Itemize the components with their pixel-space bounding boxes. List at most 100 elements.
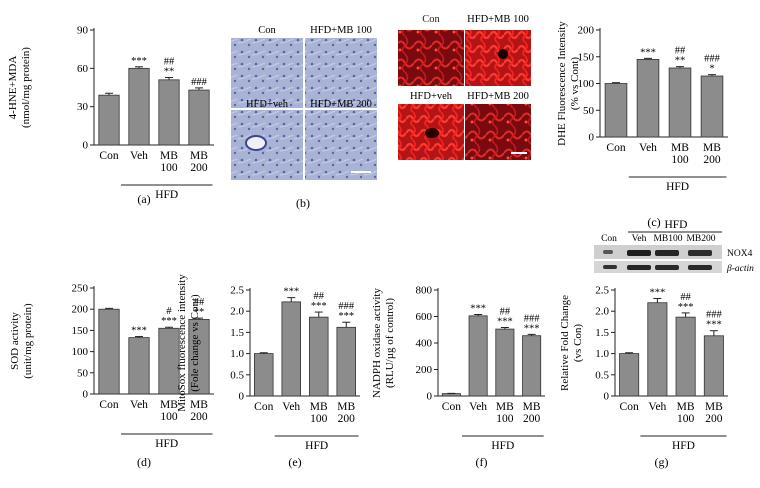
micrograph-hfd-mb100 bbox=[305, 38, 377, 108]
bar bbox=[281, 301, 301, 397]
blot-band bbox=[627, 250, 651, 256]
y-tick-label: 2.0 bbox=[595, 306, 609, 318]
bar bbox=[619, 353, 640, 397]
y-tick-label: 250 bbox=[72, 283, 89, 295]
y-tick-label: 100 bbox=[578, 78, 595, 90]
category-label: MB bbox=[160, 399, 178, 411]
significance-label: ## bbox=[680, 292, 691, 303]
group-label: HFD bbox=[666, 181, 689, 193]
y-tick-label: 0 bbox=[427, 391, 433, 403]
blot-band bbox=[603, 250, 613, 254]
y-tick-label: 1.5 bbox=[595, 327, 609, 339]
y-tick-label: 0 bbox=[589, 132, 595, 144]
blot-lane-mb100: MB100 bbox=[653, 234, 682, 244]
category-label: 200 bbox=[190, 162, 208, 174]
fluorescence-con bbox=[398, 30, 464, 86]
vessel-icon bbox=[425, 128, 439, 138]
significance-label: *** bbox=[678, 302, 694, 313]
y-tick-label: 0.5 bbox=[595, 369, 609, 381]
y-tick-label: 90 bbox=[77, 25, 89, 37]
bar-charts-layer: 0 30 60 90 4-HNE+MDA (nmol/mg protein) Con *** V… bbox=[7, 21, 728, 469]
significance-label: # bbox=[166, 306, 172, 317]
bar bbox=[336, 326, 356, 397]
blot-bands bbox=[603, 250, 712, 270]
significance-label: ** bbox=[675, 56, 686, 67]
y-tick-label: 50 bbox=[77, 367, 89, 379]
significance-label: ## bbox=[500, 306, 511, 317]
significance-label: ## bbox=[314, 291, 325, 302]
significance-label: ### bbox=[524, 313, 541, 324]
y-tick-label: 150 bbox=[578, 51, 595, 63]
bar bbox=[647, 302, 668, 397]
y-tick-label: 200 bbox=[578, 25, 595, 37]
y-tick-label: 60 bbox=[77, 63, 89, 75]
significance-label: *** bbox=[640, 47, 656, 58]
blot-band-label-nox4: NOX4 bbox=[727, 249, 753, 259]
category-label: 200 bbox=[523, 413, 541, 425]
bar bbox=[253, 353, 274, 397]
micrograph-label-veh: HFD+veh bbox=[246, 99, 289, 110]
significance-label: *** bbox=[650, 287, 666, 298]
panel-label: (c) bbox=[647, 215, 660, 229]
significance-label: *** bbox=[131, 56, 147, 67]
bar bbox=[495, 328, 515, 397]
significance-label: ### bbox=[704, 54, 721, 65]
bar bbox=[188, 89, 210, 146]
group-label: HFD bbox=[155, 189, 178, 201]
significance-label: *** bbox=[131, 326, 147, 337]
category-label: 200 bbox=[705, 413, 723, 425]
category-label: 100 bbox=[160, 411, 178, 423]
significance-label: *** bbox=[338, 311, 354, 322]
y-axis-label: Relative Fold Change bbox=[559, 295, 571, 391]
bar bbox=[668, 67, 692, 138]
significance-label: *** bbox=[311, 301, 327, 312]
bar bbox=[604, 83, 628, 138]
y-tick-label: 1.0 bbox=[230, 348, 244, 360]
category-label: 100 bbox=[677, 413, 695, 425]
group-label: HFD bbox=[155, 438, 178, 450]
bar bbox=[675, 316, 696, 397]
y-axis-label: (nmol/mg protein) bbox=[20, 47, 32, 128]
category-label: Veh bbox=[469, 401, 487, 413]
category-label: 100 bbox=[496, 413, 514, 425]
category-label: MB bbox=[523, 401, 541, 413]
significance-label: ### bbox=[706, 310, 723, 321]
micrograph-label-con: Con bbox=[258, 25, 276, 36]
y-axis-label: SOD activity bbox=[9, 312, 21, 370]
category-label: MB bbox=[337, 401, 355, 413]
chart-a: 0 30 60 90 4-HNE+MDA (nmol/mg protein) Con *** V… bbox=[7, 25, 214, 206]
chart-c: 0 50 100 150 200 DHE Fluorescence Intensity (%… bbox=[556, 21, 728, 229]
y-axis-label: 4-HNE+MDA bbox=[7, 56, 19, 120]
micrograph-hfd-mb200 bbox=[305, 110, 377, 180]
category-label: 100 bbox=[160, 162, 178, 174]
blot-band bbox=[655, 265, 679, 270]
blot-band bbox=[627, 265, 651, 270]
y-tick-label: 800 bbox=[416, 285, 433, 297]
bar bbox=[308, 316, 329, 397]
category-label: 200 bbox=[703, 154, 721, 166]
y-tick-label: 0.5 bbox=[230, 369, 244, 381]
y-axis-label: (% vs Cont) bbox=[569, 57, 581, 111]
y-tick-label: 1.5 bbox=[230, 327, 244, 339]
bar bbox=[98, 94, 120, 146]
category-label: MB bbox=[677, 401, 695, 413]
y-tick-label: 600 bbox=[416, 311, 433, 323]
y-axis-label: (vs Con) bbox=[572, 324, 584, 363]
significance-label: ### bbox=[338, 301, 355, 312]
bar bbox=[522, 335, 542, 397]
significance-label: ### bbox=[191, 77, 208, 88]
category-label: Con bbox=[99, 150, 118, 162]
bar bbox=[703, 335, 724, 397]
y-tick-label: 2.5 bbox=[230, 285, 244, 297]
significance-label: *** bbox=[470, 304, 486, 315]
y-tick-label: 30 bbox=[77, 101, 89, 113]
category-label: MB bbox=[190, 150, 208, 162]
blot-lane-veh: Veh bbox=[632, 234, 647, 244]
panel-label: (e) bbox=[288, 455, 301, 469]
fluorescence-panel: Con HFD+MB 100 HFD+veh HFD+MB 200 bbox=[398, 14, 531, 160]
fluorescence-hfd-mb200 bbox=[465, 104, 531, 160]
chart-d: 0 50 100 150 200 250 SOD activity (unit/mg prot… bbox=[9, 283, 214, 469]
blot-band bbox=[655, 250, 679, 256]
category-label: Con bbox=[99, 399, 118, 411]
